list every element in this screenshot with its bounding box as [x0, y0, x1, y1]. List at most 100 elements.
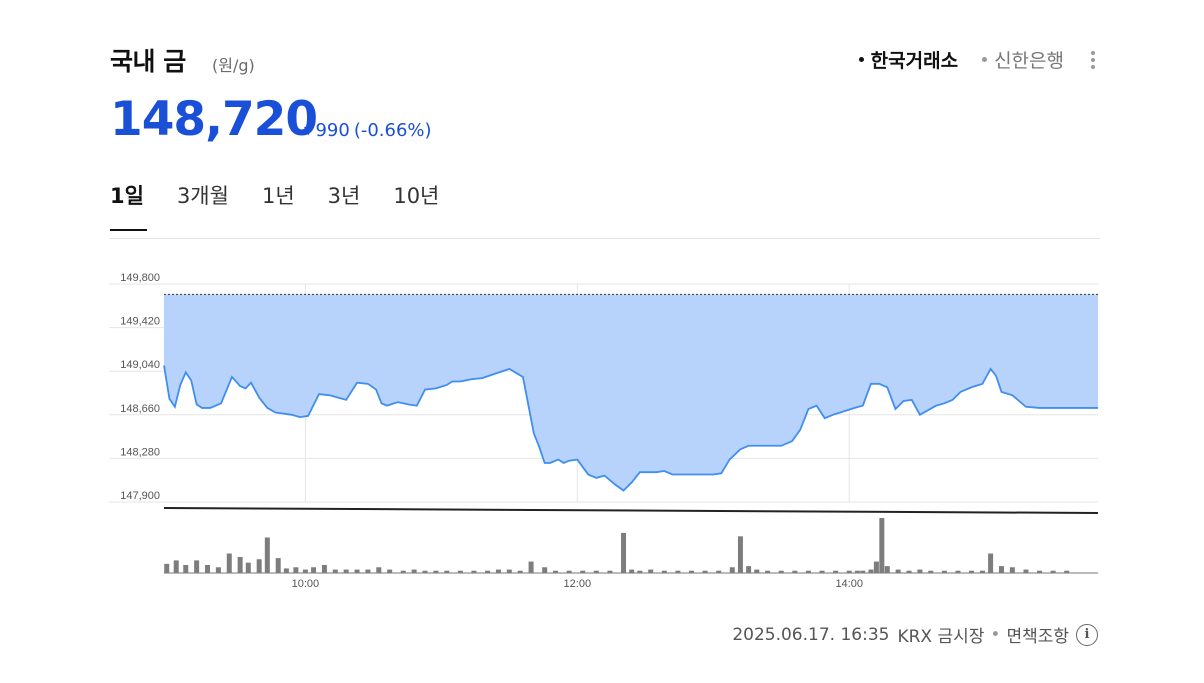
volume-bar: [765, 570, 771, 573]
price-change-value: 990: [315, 120, 350, 141]
volume-bar: [302, 569, 308, 573]
y-tick-label: 148,660: [120, 403, 160, 415]
volume-bar: [433, 570, 439, 573]
x-tick-label: 12:00: [564, 578, 592, 590]
price-line: [163, 365, 1098, 492]
volume-bar: [998, 566, 1004, 573]
volume-bar: [688, 570, 694, 573]
volume-bar: [716, 570, 722, 573]
volume-bar: [226, 553, 232, 573]
y-tick-label: 149,420: [120, 316, 160, 328]
y-tick-label: 147,900: [120, 490, 160, 502]
divider: [110, 238, 1100, 239]
volume-bar: [729, 567, 735, 573]
volume-bar: [387, 569, 393, 573]
x-tick-label: 10:00: [292, 578, 320, 590]
y-tick-label: 149,800: [120, 272, 160, 284]
tab-1y[interactable]: 1년: [261, 184, 295, 208]
volume-bar: [542, 567, 548, 573]
volume-bar: [457, 570, 463, 573]
volume-bar: [1023, 569, 1029, 573]
volume-bar: [702, 570, 708, 573]
volume-bar: [400, 570, 406, 573]
volume-bar: [237, 556, 243, 573]
volume-bar: [1009, 567, 1015, 573]
unit-label: (원/g): [212, 56, 255, 75]
pane-separator: [163, 507, 1099, 514]
volume-bar: [495, 569, 501, 573]
volume-bar: [593, 570, 599, 573]
volume-bar: [746, 566, 752, 573]
volume-bar: [621, 532, 627, 573]
source-krx-label: 한국거래소: [870, 50, 959, 72]
volume-bar: [343, 569, 349, 573]
period-tabs: 1일 3개월 1년 3년 10년: [110, 180, 472, 210]
tab-3m[interactable]: 3개월: [176, 184, 229, 208]
volume-bar: [846, 570, 852, 573]
volume-bar: [365, 569, 371, 573]
price-change: ▼ 990 (-0.66%): [304, 120, 432, 141]
volume-bar: [629, 569, 635, 573]
volume-bar: [411, 569, 417, 573]
bullet-icon: [858, 57, 864, 62]
volume-bar: [988, 553, 994, 573]
volume-bar: [444, 570, 450, 573]
tab-1d[interactable]: 1일: [110, 184, 144, 208]
volume-bar: [517, 570, 523, 573]
volume-bar: [1050, 570, 1056, 573]
volume-bar: [917, 569, 923, 573]
source-shinhan[interactable]: 신한은행: [982, 46, 1064, 73]
footer: 2025.06.17. 16:35 KRX 금시장 • 면책조항 i: [732, 622, 1098, 647]
volume-bar: [661, 570, 667, 573]
info-circle-icon[interactable]: i: [1076, 623, 1098, 646]
down-triangle-icon: ▼: [304, 124, 313, 137]
volume-bar: [778, 570, 784, 573]
volume-bar: [422, 570, 428, 573]
disclaimer-link[interactable]: 면책조항: [1006, 627, 1069, 647]
more-vertical-icon[interactable]: [1086, 48, 1100, 72]
volume-bar: [833, 570, 839, 573]
volume-bar: [183, 564, 189, 573]
volume-bar: [471, 570, 477, 573]
volume-bar: [354, 569, 360, 573]
price-chart[interactable]: 149,800 149,420 149,040 148,660 148,280 147,9…: [0, 0, 1204, 600]
volume-bar: [637, 570, 643, 573]
separator: •: [990, 624, 1001, 645]
area-fill: [164, 294, 1098, 491]
volume-bar: [860, 570, 866, 573]
timestamp: 2025.06.17. 16:35: [732, 624, 890, 645]
volume-bar: [868, 569, 874, 573]
volume-bar: [256, 559, 262, 573]
source-krx[interactable]: 한국거래소: [858, 46, 959, 73]
volume-bar: [941, 570, 947, 573]
source-shinhan-label: 신한은행: [994, 50, 1064, 72]
volume-bar: [321, 564, 327, 573]
volume-bar: [485, 570, 491, 573]
volume-bar: [792, 570, 798, 573]
volume-bar: [528, 561, 534, 573]
volume-bar: [311, 567, 317, 573]
volume-bar: [754, 569, 760, 573]
tab-3y[interactable]: 3년: [327, 184, 361, 208]
volume-bar: [648, 569, 654, 573]
volume-bar: [873, 561, 879, 573]
current-price: 148,720: [110, 92, 318, 147]
volume-bar: [805, 570, 811, 573]
y-tick-label: 148,280: [120, 446, 160, 458]
volume-bar: [264, 537, 270, 573]
volume-bar: [979, 570, 985, 573]
volume-bar: [879, 518, 885, 573]
volume-bar: [293, 567, 299, 573]
tab-10y[interactable]: 10년: [393, 184, 440, 208]
volume-bar: [819, 570, 825, 573]
active-tab-indicator: [110, 229, 147, 231]
volume-bar: [566, 570, 572, 573]
volume-bar: [906, 570, 912, 573]
volume-bar: [1037, 570, 1043, 573]
volume-bar: [607, 570, 613, 573]
y-tick-label: 149,040: [120, 359, 160, 371]
source-selector: 한국거래소 신한은행: [858, 46, 1100, 73]
volume-bar: [332, 569, 338, 573]
volume-bar: [164, 563, 170, 573]
volume-bar: [173, 560, 179, 573]
